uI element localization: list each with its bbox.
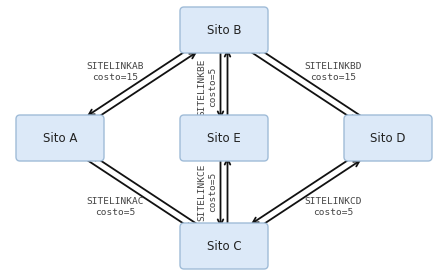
- Text: SITELINKAB
costo=15: SITELINKAB costo=15: [86, 62, 144, 82]
- FancyBboxPatch shape: [180, 223, 268, 269]
- FancyBboxPatch shape: [344, 115, 432, 161]
- FancyBboxPatch shape: [180, 115, 268, 161]
- Text: Sito C: Sito C: [207, 240, 241, 253]
- Text: Sito D: Sito D: [370, 131, 406, 145]
- FancyBboxPatch shape: [16, 115, 104, 161]
- Text: Sito B: Sito B: [207, 23, 241, 36]
- Text: SITELINKAC
costo=5: SITELINKAC costo=5: [86, 197, 144, 217]
- Text: Sito E: Sito E: [207, 131, 241, 145]
- Text: Sito A: Sito A: [43, 131, 77, 145]
- Text: SITELINKCE
costo=5: SITELINKCE costo=5: [197, 163, 217, 221]
- Text: SITELINKCD
costo=5: SITELINKCD costo=5: [304, 197, 362, 217]
- FancyBboxPatch shape: [180, 7, 268, 53]
- Text: SITELINKBE
costo=5: SITELINKBE costo=5: [197, 58, 217, 116]
- Text: SITELINKBD
costo=15: SITELINKBD costo=15: [304, 62, 362, 82]
